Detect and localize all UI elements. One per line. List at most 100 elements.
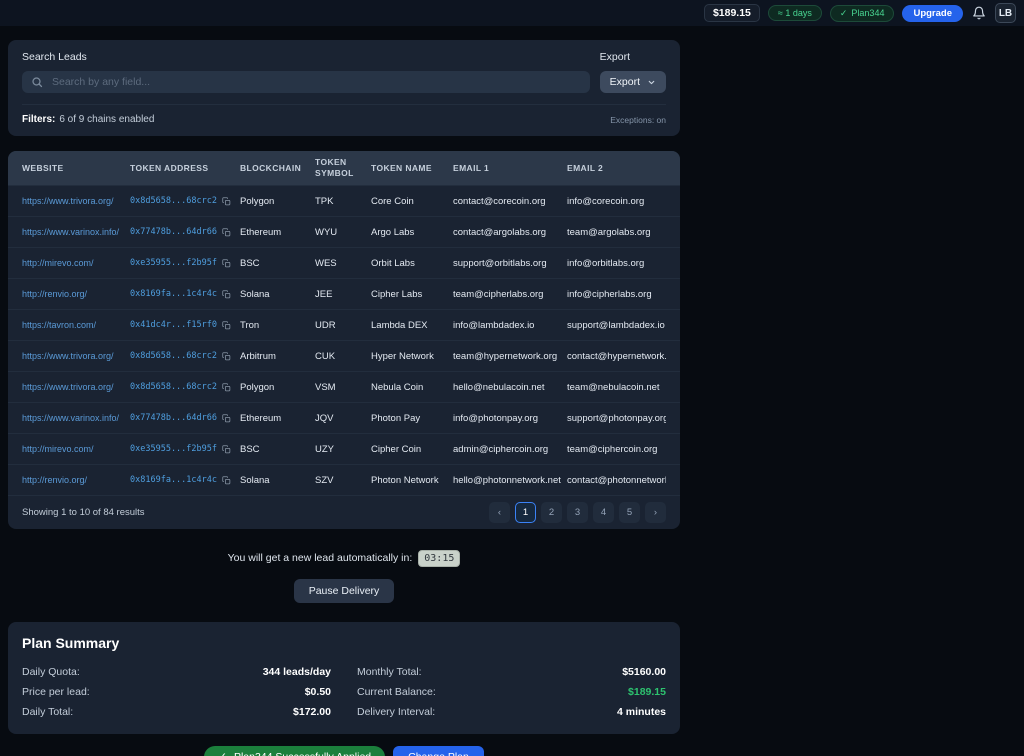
token-symbol-cell: UDR: [315, 319, 336, 331]
pagination-prev[interactable]: ‹: [489, 502, 510, 523]
copy-icon[interactable]: [222, 289, 231, 299]
delivery-interval-row: Delivery Interval: 4 minutes: [357, 702, 666, 722]
export-dropdown[interactable]: Export: [599, 71, 666, 93]
countdown-timer: 03:15: [418, 550, 461, 567]
email1-cell: hello@photonnetwork.net: [453, 474, 561, 486]
token-symbol-cell: VSM: [315, 381, 336, 393]
website-link[interactable]: https://www.trivora.org/: [22, 351, 114, 361]
email2-cell: team@nebulacoin.net: [567, 381, 660, 393]
token-symbol-cell: WES: [315, 257, 337, 269]
check-icon: ✓: [839, 7, 848, 18]
copy-icon[interactable]: [222, 227, 231, 237]
results-count: Showing 1 to 10 of 84 results: [22, 507, 145, 518]
col-header-token-name: TOKEN NAME: [371, 162, 432, 173]
filters-value: 6 of 9 chains enabled: [59, 114, 155, 125]
website-link[interactable]: http://renvio.org/: [22, 475, 88, 485]
price-per-lead-value: $0.50: [304, 686, 331, 698]
col-header-email2: EMAIL 2: [567, 162, 604, 173]
website-link[interactable]: http://renvio.org/: [22, 289, 88, 299]
table-header-row: WEBSITE TOKEN ADDRESS BLOCKCHAIN TOKEN S…: [8, 151, 680, 185]
price-per-lead-label: Price per lead:: [22, 686, 90, 698]
divider: [22, 104, 666, 105]
email1-cell: team@cipherlabs.org: [453, 288, 544, 300]
token-symbol-cell: CUK: [315, 350, 336, 362]
plan-badge: ✓ Plan344: [829, 4, 895, 22]
email1-cell: hello@nebulacoin.net: [453, 381, 545, 393]
copy-icon[interactable]: [222, 258, 231, 268]
search-leads-panel: Search Leads Export Export Filters:6 o: [8, 40, 680, 136]
email2-cell: team@ciphercoin.org: [567, 443, 658, 455]
bell-icon[interactable]: [971, 5, 987, 21]
monthly-total-row: Monthly Total: $5160.00: [357, 662, 666, 682]
copy-icon[interactable]: [222, 413, 231, 423]
user-avatar[interactable]: LB: [995, 3, 1016, 23]
website-link[interactable]: http://mirevo.com/: [22, 444, 94, 454]
website-link[interactable]: http://mirevo.com/: [22, 258, 94, 268]
email2-cell: info@corecoin.org: [567, 195, 645, 207]
daily-total-label: Daily Total:: [22, 706, 74, 718]
website-link[interactable]: https://www.varinox.info/: [22, 413, 120, 423]
copy-icon[interactable]: [222, 444, 231, 454]
blockchain-cell: Ethereum: [240, 226, 282, 238]
token-name-cell: Nebula Coin: [371, 381, 424, 393]
token-name-cell: Photon Pay: [371, 412, 421, 424]
token-name-cell: Lambda DEX: [371, 319, 428, 331]
pagination-page-4[interactable]: 4: [593, 502, 614, 523]
copy-icon[interactable]: [222, 475, 231, 485]
leads-table: WEBSITE TOKEN ADDRESS BLOCKCHAIN TOKEN S…: [8, 151, 680, 529]
search-input[interactable]: [22, 71, 590, 93]
pause-delivery-button[interactable]: Pause Delivery: [293, 579, 395, 603]
table-row: https://www.varinox.info/ 0x77478b...64d…: [8, 402, 680, 433]
website-link[interactable]: https://tavron.com/: [22, 320, 97, 330]
table-footer: Showing 1 to 10 of 84 results ‹ 1 2 3 4 …: [8, 495, 680, 529]
copy-icon[interactable]: [222, 196, 231, 206]
filters-summary: Filters: 6 of 9 chains enabled: [22, 114, 154, 125]
email2-cell: team@argolabs.org: [567, 226, 651, 238]
token-address: 0x41dc4r...f15rf0: [130, 320, 217, 330]
daily-total-row: Daily Total: $172.00: [22, 702, 331, 722]
website-link[interactable]: https://www.trivora.org/: [22, 196, 114, 206]
email1-cell: team@hypernetwork.org: [453, 350, 558, 362]
blockchain-cell: Solana: [240, 474, 270, 486]
table-row: https://www.trivora.org/ 0x8d5658...68cr…: [8, 340, 680, 371]
email2-cell: info@cipherlabs.org: [567, 288, 652, 300]
token-symbol-cell: TPK: [315, 195, 334, 207]
change-plan-button[interactable]: Change Plan: [393, 746, 484, 756]
upgrade-button[interactable]: Upgrade: [902, 4, 963, 22]
email2-cell: contact@hypernetwork.org: [567, 350, 666, 362]
pagination-page-2[interactable]: 2: [541, 502, 562, 523]
pagination-next[interactable]: ›: [645, 502, 666, 523]
table-row: https://www.trivora.org/ 0x8d5658...68cr…: [8, 185, 680, 216]
pagination-page-1[interactable]: 1: [515, 502, 536, 523]
table-row: https://tavron.com/ 0x41dc4r...f15rf0 Tr…: [8, 309, 680, 340]
filters-label: Filters:: [22, 114, 56, 125]
price-per-lead-row: Price per lead: $0.50: [22, 682, 331, 702]
email1-cell: support@orbitlabs.org: [453, 257, 547, 269]
plan-summary-title: Plan Summary: [22, 635, 120, 651]
daily-quota-value: 344 leads/day: [262, 666, 331, 678]
blockchain-cell: Polygon: [240, 195, 275, 207]
chevron-down-icon: [648, 80, 655, 84]
token-name-cell: Orbit Labs: [371, 257, 415, 269]
copy-icon[interactable]: [222, 351, 231, 361]
blockchain-cell: BSC: [240, 443, 260, 455]
col-header-email1: EMAIL 1: [453, 162, 490, 173]
table-row: https://www.trivora.org/ 0x8d5658...68cr…: [8, 371, 680, 402]
token-address: 0x77478b...64dr66: [130, 413, 217, 423]
col-header-website: WEBSITE: [22, 162, 64, 173]
website-link[interactable]: https://www.varinox.info/: [22, 227, 120, 237]
pagination-page-3[interactable]: 3: [567, 502, 588, 523]
website-link[interactable]: https://www.trivora.org/: [22, 382, 114, 392]
token-symbol-cell: UZY: [315, 443, 334, 455]
days-remaining-label: ≈ 1 days: [777, 8, 812, 18]
token-name-cell: Cipher Labs: [371, 288, 423, 300]
next-lead-countdown: You will get a new lead automatically in…: [8, 550, 680, 567]
current-balance-value: $189.15: [628, 686, 666, 698]
plan-badge-label: Plan344: [851, 8, 885, 18]
copy-icon[interactable]: [222, 320, 231, 330]
copy-icon[interactable]: [222, 382, 231, 392]
table-row: http://renvio.org/ 0x8169fa...1c4r4c Sol…: [8, 278, 680, 309]
check-icon: ✓: [218, 751, 227, 756]
monthly-total-value: $5160.00: [622, 666, 666, 678]
pagination-page-5[interactable]: 5: [619, 502, 640, 523]
